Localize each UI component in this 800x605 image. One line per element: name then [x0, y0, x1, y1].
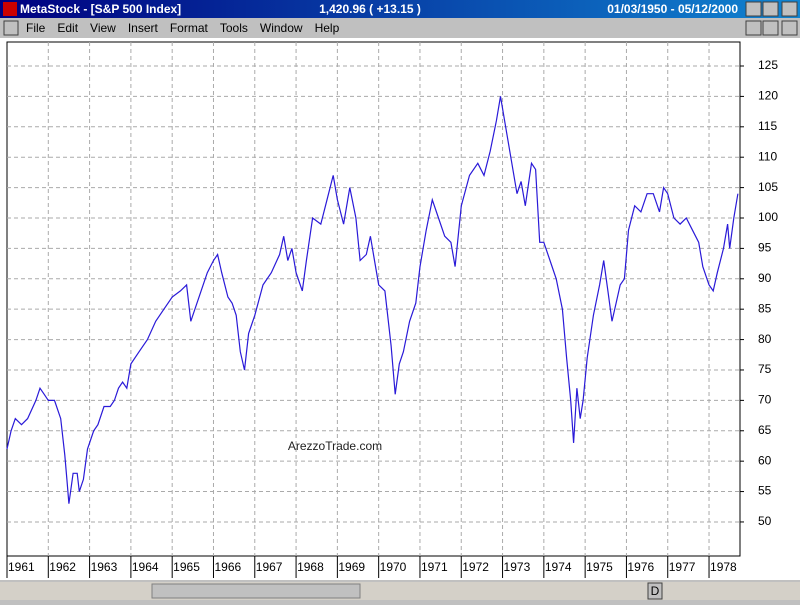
menu-item[interactable]: Window — [260, 21, 303, 35]
price-line — [6, 96, 739, 504]
x-tick-label: 1974 — [545, 560, 572, 574]
x-tick-label: 1967 — [256, 560, 283, 574]
x-tick-label: 1966 — [214, 560, 241, 574]
scroll-thumb[interactable] — [151, 583, 361, 599]
x-tick-label: 1961 — [8, 560, 35, 574]
y-tick-label: 75 — [758, 362, 772, 376]
y-tick-label: 80 — [758, 332, 772, 346]
y-tick-label: 105 — [758, 180, 778, 194]
y-tick-label: 70 — [758, 393, 772, 407]
x-tick-label: 1964 — [132, 560, 159, 574]
y-tick-label: 125 — [758, 58, 778, 72]
y-tick-label: 95 — [758, 241, 772, 255]
minimize-button[interactable] — [745, 1, 762, 17]
restore-button[interactable] — [762, 1, 779, 17]
x-tick-label: 1977 — [669, 560, 696, 574]
menu-bar: File Edit View Insert Format Tools Window Help — [26, 21, 340, 35]
y-tick-label: 85 — [758, 301, 772, 315]
y-tick-label: 55 — [758, 484, 772, 498]
date-range: 01/03/1950 - 05/12/2000 — [607, 2, 738, 16]
window-title: MetaStock - [S&P 500 Index] — [20, 2, 181, 16]
doc-icon[interactable] — [3, 20, 19, 36]
chart: 50 55 60 65 70 75 80 85 90 95 100 105 110 115 120 125 19… — [6, 42, 778, 578]
quote: 1,420.96 ( +13.15 ) — [319, 2, 421, 16]
menu-item[interactable]: Tools — [220, 21, 248, 35]
doc-close-button[interactable] — [781, 20, 798, 36]
x-tick-label: 1976 — [627, 560, 654, 574]
y-tick-label: 115 — [758, 119, 777, 133]
doc-restore-button[interactable] — [762, 20, 779, 36]
x-tick-label: 1969 — [338, 560, 365, 574]
x-tick-label: 1965 — [173, 560, 200, 574]
menu-item[interactable]: File — [26, 21, 46, 35]
x-tick-label: 1978 — [710, 560, 737, 574]
scrollbar — [0, 582, 800, 600]
menu-item[interactable]: View — [90, 21, 116, 35]
y-tick-label: 110 — [758, 149, 777, 163]
period-button[interactable] — [647, 582, 663, 600]
doc-minimize-button[interactable] — [745, 20, 762, 36]
x-tick-label: 1975 — [586, 560, 613, 574]
menu-item[interactable]: Help — [315, 21, 340, 35]
x-tick-label: 1970 — [380, 560, 407, 574]
y-tick-label: 60 — [758, 453, 772, 467]
x-tick-label: 1971 — [421, 560, 448, 574]
title-bar — [0, 0, 800, 18]
x-tick-label: 1968 — [297, 560, 324, 574]
annotation: ArezzoTrade.com — [288, 439, 382, 453]
x-tick-label: 1963 — [91, 560, 118, 574]
y-tick-label: 100 — [758, 210, 778, 224]
menu-item[interactable]: Edit — [57, 21, 78, 35]
x-tick-label: 1962 — [49, 560, 76, 574]
x-tick-label: 1973 — [504, 560, 531, 574]
menu-item[interactable]: Format — [170, 21, 209, 35]
app-icon — [3, 2, 17, 16]
y-tick-label: 65 — [758, 423, 772, 437]
window-buttons — [745, 1, 798, 36]
plot-area — [6, 41, 741, 557]
y-tick-label: 50 — [758, 514, 772, 528]
period-label[interactable]: D — [651, 584, 660, 598]
close-button[interactable] — [781, 1, 798, 17]
menu-item[interactable]: Insert — [128, 21, 159, 35]
y-tick-label: 90 — [758, 271, 772, 285]
x-tick-label: 1972 — [462, 560, 489, 574]
y-tick-label: 120 — [758, 89, 778, 103]
